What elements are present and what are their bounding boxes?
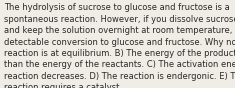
Text: The hydrolysis of sucrose to glucose and fructose is a
spontaneous reaction. How: The hydrolysis of sucrose to glucose and… xyxy=(4,3,235,88)
